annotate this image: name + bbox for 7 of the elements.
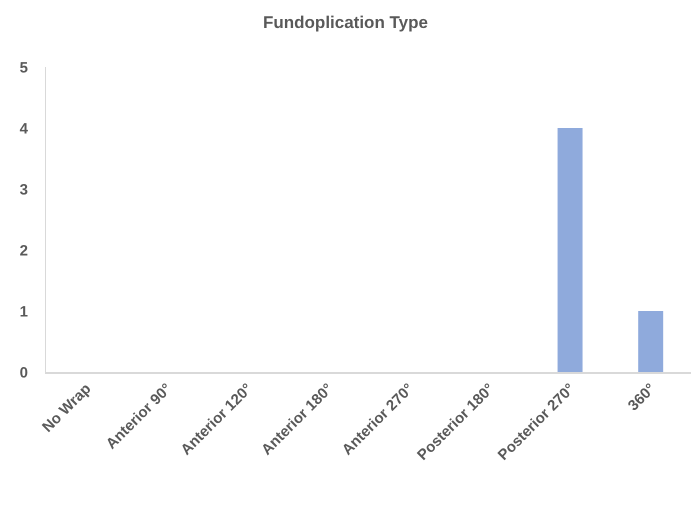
y-tick-label: 3 [20,181,28,198]
y-tick-label: 5 [20,59,28,76]
y-tick-label: 4 [20,120,29,138]
chart-title: Fundoplication Type [263,12,428,32]
y-tick-label: 1 [20,303,28,320]
y-tick-label: 0 [20,364,28,382]
y-tick-label: 2 [20,242,28,260]
